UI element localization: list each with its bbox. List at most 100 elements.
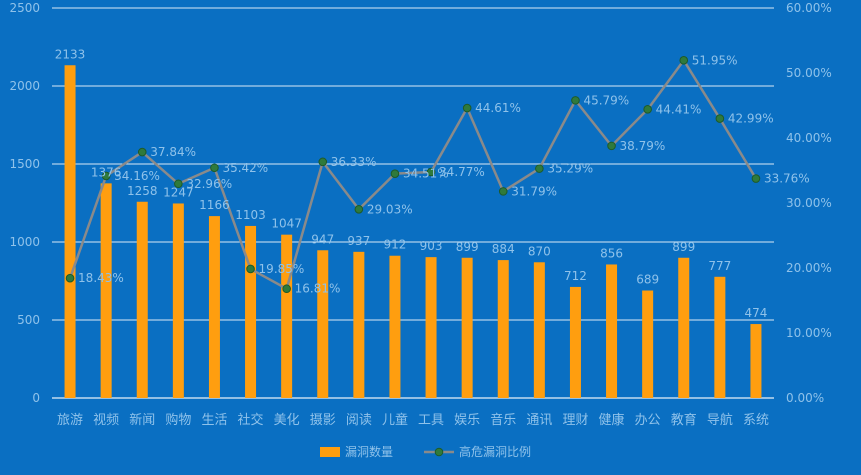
line-point-marker xyxy=(137,147,147,157)
x-axis-category-label: 新闻 xyxy=(129,412,155,428)
bar-value-label: 1258 xyxy=(127,184,158,198)
line-value-label: 19.85% xyxy=(259,262,305,276)
right-axis-tick-label: 10.00% xyxy=(786,326,832,340)
line-point-marker xyxy=(101,171,111,181)
left-axis-tick-label: 1000 xyxy=(9,235,40,249)
line-value-label: 34.51% xyxy=(403,167,449,181)
line-point-marker xyxy=(571,96,580,105)
bar-value-label: 474 xyxy=(744,306,767,320)
bar-value-label: 856 xyxy=(600,246,623,260)
bar-mark xyxy=(606,264,618,398)
bar-value-label: 1247 xyxy=(163,185,194,199)
bar-mark xyxy=(750,324,762,398)
bar-mark xyxy=(64,65,76,398)
line-point-marker xyxy=(535,164,544,173)
right-axis-tick-label: 40.00% xyxy=(786,131,832,145)
bar-value-label: 912 xyxy=(383,238,406,252)
bar-mark xyxy=(714,276,726,398)
bar-value-label: 1376 xyxy=(91,165,122,179)
bar-value-label: 1047 xyxy=(271,217,302,231)
legend-label-bar: 漏洞数量 xyxy=(345,444,393,459)
line-value-label: 38.79% xyxy=(620,139,666,153)
bar-value-label: 870 xyxy=(528,244,551,258)
line-point-marker xyxy=(715,114,725,123)
x-axis-category-label: 儿童 xyxy=(382,412,408,428)
bar-mark xyxy=(317,250,329,398)
line-point-marker xyxy=(65,273,75,283)
bar-value-label: 937 xyxy=(347,234,370,248)
line-value-label: 16.81% xyxy=(295,282,341,296)
line-value-label: 33.76% xyxy=(764,172,810,186)
x-axis-category-label: 导航 xyxy=(707,412,733,428)
line-point-marker xyxy=(607,141,616,151)
bar-value-label: 1166 xyxy=(199,198,230,212)
bar-mark xyxy=(642,290,654,398)
legend-swatch-bar xyxy=(320,447,340,457)
bar-mark xyxy=(533,262,545,398)
bar-value-label: 899 xyxy=(456,240,479,254)
line-value-label: 44.41% xyxy=(656,102,702,116)
x-axis-category-label: 工具 xyxy=(418,413,444,428)
bar-mark xyxy=(353,251,365,398)
legend: 漏洞数量 高危漏洞比例 xyxy=(320,444,531,459)
bar-value-label: 777 xyxy=(708,259,731,273)
x-axis-category-label: 摄影 xyxy=(310,413,336,428)
bar-mark xyxy=(461,257,473,398)
bar-value-label: 2133 xyxy=(55,47,86,61)
line-point-marker xyxy=(390,169,400,178)
x-axis-category-label: 教育 xyxy=(671,412,697,428)
x-axis-category-label: 生活 xyxy=(201,413,227,428)
left-axis-tick-label: 2000 xyxy=(9,79,40,93)
line-point-marker xyxy=(426,167,436,177)
bar-mark xyxy=(281,234,293,398)
line-value-label: 18.43% xyxy=(78,271,124,285)
line-value-label: 31.79% xyxy=(511,184,557,198)
bar-value-label: 884 xyxy=(492,242,515,256)
x-axis-category-label: 阅读 xyxy=(346,413,372,428)
line-series xyxy=(65,56,761,294)
line-point-marker xyxy=(174,179,183,189)
line-point-marker xyxy=(643,105,652,114)
bar-mark xyxy=(172,203,184,398)
line-point-marker xyxy=(751,174,761,183)
line-path xyxy=(68,59,758,290)
bar-mark xyxy=(100,183,112,398)
axes: 0 500 1000 1500 2000 2500 0.00% 10.00% 20.00% 30.… xyxy=(9,1,831,428)
bar-mark xyxy=(497,260,509,398)
right-axis-tick-label: 30.00% xyxy=(786,196,832,210)
bar-value-label: 899 xyxy=(672,240,695,254)
line-point-marker xyxy=(318,157,328,167)
line-point-marker xyxy=(354,205,364,214)
bar-mark xyxy=(245,225,257,398)
line-value-label: 51.95% xyxy=(692,53,738,67)
right-axis-tick-label: 50.00% xyxy=(786,66,832,80)
legend-swatch-marker xyxy=(434,447,444,457)
line-point-marker xyxy=(282,284,291,294)
bar-value-label: 712 xyxy=(564,269,587,283)
x-axis-category-label: 健康 xyxy=(599,412,625,428)
line-value-label: 29.03% xyxy=(367,202,413,216)
left-axis-tick-label: 2500 xyxy=(9,1,40,15)
x-axis-category-label: 旅游 xyxy=(57,413,83,428)
line-point-marker xyxy=(462,103,472,113)
right-axis-tick-label: 20.00% xyxy=(786,261,832,275)
line-point-marker xyxy=(246,264,255,274)
line-value-label: 45.79% xyxy=(583,93,629,107)
bar-value-label: 689 xyxy=(636,273,659,287)
line-value-label: 35.42% xyxy=(222,161,268,175)
data-labels: 2133 1376 1258 1247 1166 1103 1047 947 937 912 903… xyxy=(55,47,810,320)
line-value-label: 34.16% xyxy=(114,169,160,183)
bar-value-label: 947 xyxy=(311,232,334,246)
x-axis-category-label: 娱乐 xyxy=(454,413,480,428)
bar-value-label: 903 xyxy=(420,239,443,253)
legend-label-line: 高危漏洞比例 xyxy=(459,444,531,459)
x-axis-category-label: 购物 xyxy=(165,412,191,428)
line-value-label: 42.99% xyxy=(728,112,774,126)
x-axis-category-label: 通讯 xyxy=(526,413,552,428)
bar-mark xyxy=(425,257,437,398)
right-axis-tick-label: 60.00% xyxy=(786,1,832,15)
bar-series xyxy=(64,65,762,398)
line-point-marker xyxy=(498,187,508,196)
